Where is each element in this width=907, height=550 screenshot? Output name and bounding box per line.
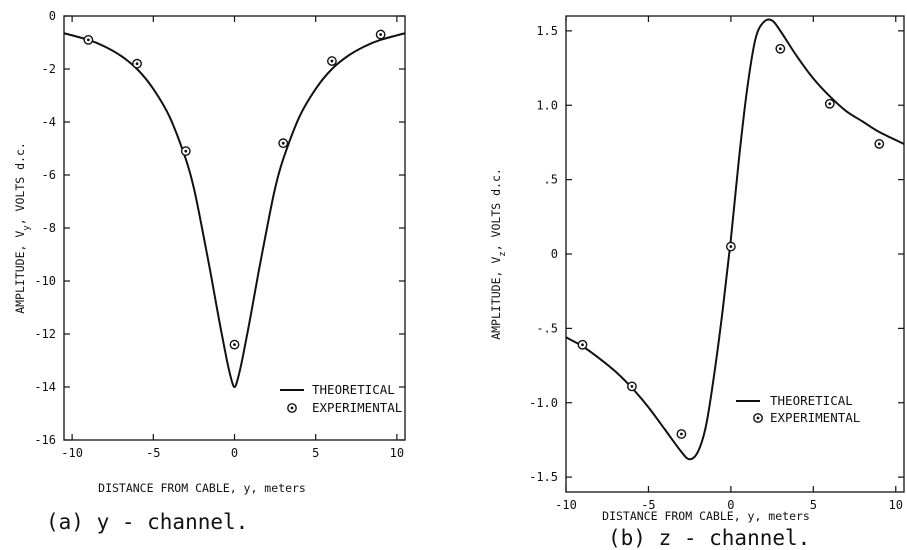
y-tick-label: 1.5 xyxy=(536,24,558,38)
data-point-experimental xyxy=(577,339,588,350)
data-point-experimental xyxy=(278,138,289,149)
legend: THEORETICAL EXPERIMENTAL xyxy=(280,382,402,415)
y-tick-label: -.5 xyxy=(536,321,558,335)
y-tick-label: 0 xyxy=(49,9,56,23)
data-point-experimental xyxy=(824,98,835,109)
y-axis-label-subscript: y xyxy=(22,225,32,231)
y-axis-label: AMPLITUDE, Vz, VOLTS d.c. xyxy=(489,168,508,340)
data-point-experimental xyxy=(83,34,94,45)
data-point-experimental xyxy=(180,146,191,157)
figure-caption: (a) y - channel. xyxy=(46,510,248,534)
y-tick-label: -16 xyxy=(34,433,56,447)
y-tick-label: 0 xyxy=(551,247,558,261)
x-tick-label: -5 xyxy=(641,498,655,512)
y-axis-label-subscript: z xyxy=(498,251,508,256)
x-tick-label: 5 xyxy=(312,446,319,460)
legend-label-theoretical: THEORETICAL xyxy=(312,382,395,397)
plot-frame xyxy=(63,15,406,441)
data-point-experimental xyxy=(132,58,142,69)
x-tick-label: -10 xyxy=(555,498,577,512)
y-tick-label: .5 xyxy=(544,173,558,187)
legend-label-experimental: EXPERIMENTAL xyxy=(312,400,402,415)
y-tick-label: -12 xyxy=(34,327,56,341)
data-point-experimental xyxy=(627,381,637,392)
x-tick-label: 10 xyxy=(889,498,903,512)
y-tick-label: -1.5 xyxy=(529,470,558,484)
data-point-experimental xyxy=(725,241,736,252)
legend-point-marker xyxy=(753,413,763,423)
x-axis-label: DISTANCE FROM CABLE, y, meters xyxy=(98,481,306,495)
series-line-theoretical xyxy=(63,32,406,389)
figure-caption: (b) z - channel. xyxy=(608,526,810,550)
x-tick-label: 10 xyxy=(390,446,404,460)
y-tick-label: 1.0 xyxy=(536,98,558,112)
x-tick-label: 5 xyxy=(810,498,817,512)
chart-panel-y-channel: -10 -5 0 5 10 0 -2 -4 -6 -8 -10 -12 -14 -16 AMPLITUDE… xyxy=(13,9,406,534)
y-tick-label: -6 xyxy=(42,168,56,182)
legend-label-experimental: EXPERIMENTAL xyxy=(770,410,860,425)
x-tick-label: 0 xyxy=(231,446,238,460)
legend: THEORETICAL EXPERIMENTAL xyxy=(736,393,860,425)
legend-label-theoretical: THEORETICAL xyxy=(770,393,853,408)
x-tick-label: -5 xyxy=(146,446,160,460)
data-point-experimental xyxy=(229,339,240,350)
data-point-experimental xyxy=(327,56,337,66)
y-tick-label: -8 xyxy=(42,221,56,235)
legend-point-marker xyxy=(287,403,297,413)
y-tick-label: -2 xyxy=(42,62,56,76)
data-point-experimental xyxy=(676,429,687,439)
y-tick-label: -1.0 xyxy=(529,396,558,410)
data-point-experimental xyxy=(874,139,885,149)
y-axis-label: AMPLITUDE, Vy, VOLTS d.c. xyxy=(13,142,32,314)
y-tick-label: -4 xyxy=(42,115,56,129)
y-tick-label: -10 xyxy=(34,274,56,288)
chart-panel-z-channel: -10 -5 0 5 10 1.5 1.0 .5 0 -.5 -1.0 -1.5 AMPLITUDE,… xyxy=(489,15,905,550)
x-axis-label: DISTANCE FROM CABLE, y, meters xyxy=(602,509,810,523)
y-tick-label: -14 xyxy=(34,380,56,394)
data-point-experimental xyxy=(375,29,386,40)
x-tick-label: 0 xyxy=(727,498,734,512)
data-point-experimental xyxy=(775,43,786,54)
x-tick-label: -10 xyxy=(61,446,83,460)
series-line-theoretical xyxy=(565,18,905,461)
